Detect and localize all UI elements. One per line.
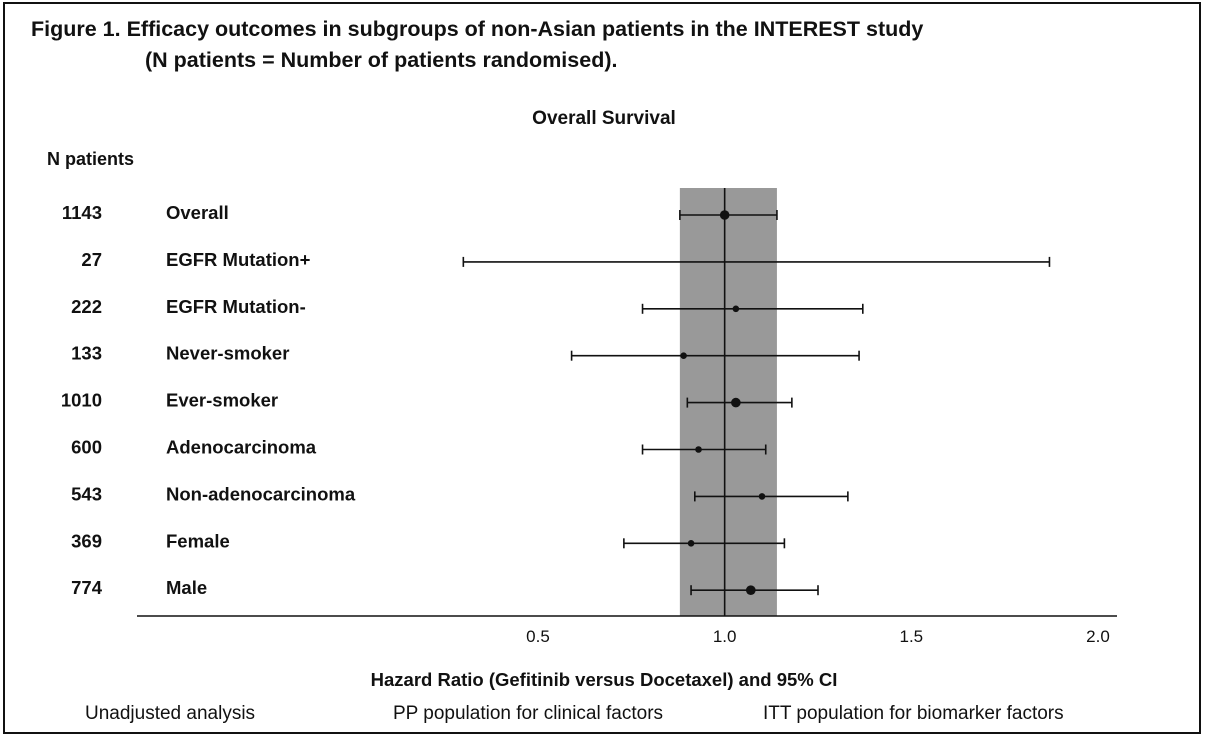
row-subgroup-label: Female bbox=[166, 530, 230, 551]
n-patients-header: N patients bbox=[47, 149, 135, 169]
hazard-ratio-point bbox=[695, 446, 702, 453]
x-tick-label: 1.0 bbox=[713, 627, 737, 646]
row-n-patients: 27 bbox=[81, 249, 102, 270]
row-n-patients: 369 bbox=[71, 530, 102, 551]
hazard-ratio-point bbox=[687, 540, 695, 547]
x-tick-label: 0.5 bbox=[526, 627, 550, 646]
row-n-patients: 222 bbox=[71, 296, 102, 317]
row-n-patients: 774 bbox=[71, 577, 103, 598]
hazard-ratio-point bbox=[758, 493, 766, 500]
hazard-ratio-point bbox=[732, 305, 740, 313]
row-subgroup-label: Never-smoker bbox=[166, 343, 289, 364]
row-n-patients: 600 bbox=[71, 437, 102, 458]
hazard-ratio-point bbox=[746, 585, 756, 595]
chart-subtitle: Overall Survival bbox=[532, 108, 676, 129]
row-n-patients: 1143 bbox=[62, 202, 102, 223]
forest-plot: 0.5 1.0 1.5 2.0 1143 Overall 27 EGFR Mutation+ 2… bbox=[61, 188, 1117, 646]
row-n-patients: 543 bbox=[71, 483, 102, 504]
x-axis-label: Hazard Ratio (Gefitinib versus Docetaxel… bbox=[370, 669, 838, 690]
hazard-ratio-point bbox=[719, 210, 730, 220]
row-n-patients: 1010 bbox=[61, 390, 102, 411]
row-subgroup-label: EGFR Mutation+ bbox=[166, 249, 311, 270]
row-subgroup-label: Adenocarcinoma bbox=[166, 437, 317, 458]
row-subgroup-label: Ever-smoker bbox=[166, 390, 278, 411]
figure-frame: Figure 1. Efficacy outcomes in subgroups… bbox=[3, 2, 1201, 734]
footnote-unadjusted: Unadjusted analysis bbox=[85, 703, 256, 724]
hazard-ratio-point bbox=[680, 352, 687, 360]
row-subgroup-label: Male bbox=[166, 577, 207, 598]
figure-title-line-2: (N patients = Number of patients randomi… bbox=[145, 48, 618, 72]
footnote-pp-population: PP population for clinical factors bbox=[393, 703, 664, 724]
figure-title-line-1: Figure 1. Efficacy outcomes in subgroups… bbox=[31, 17, 924, 41]
x-tick-label: 1.5 bbox=[900, 627, 924, 646]
row-subgroup-label: EGFR Mutation- bbox=[166, 296, 306, 317]
x-tick-label: 2.0 bbox=[1086, 627, 1110, 646]
row-subgroup-label: Overall bbox=[166, 202, 229, 223]
row-subgroup-label: Non-adenocarcinoma bbox=[166, 483, 356, 504]
footnote-itt-population: ITT population for biomarker factors bbox=[763, 703, 1064, 724]
row-n-patients: 133 bbox=[71, 343, 102, 364]
hazard-ratio-point bbox=[731, 397, 741, 408]
